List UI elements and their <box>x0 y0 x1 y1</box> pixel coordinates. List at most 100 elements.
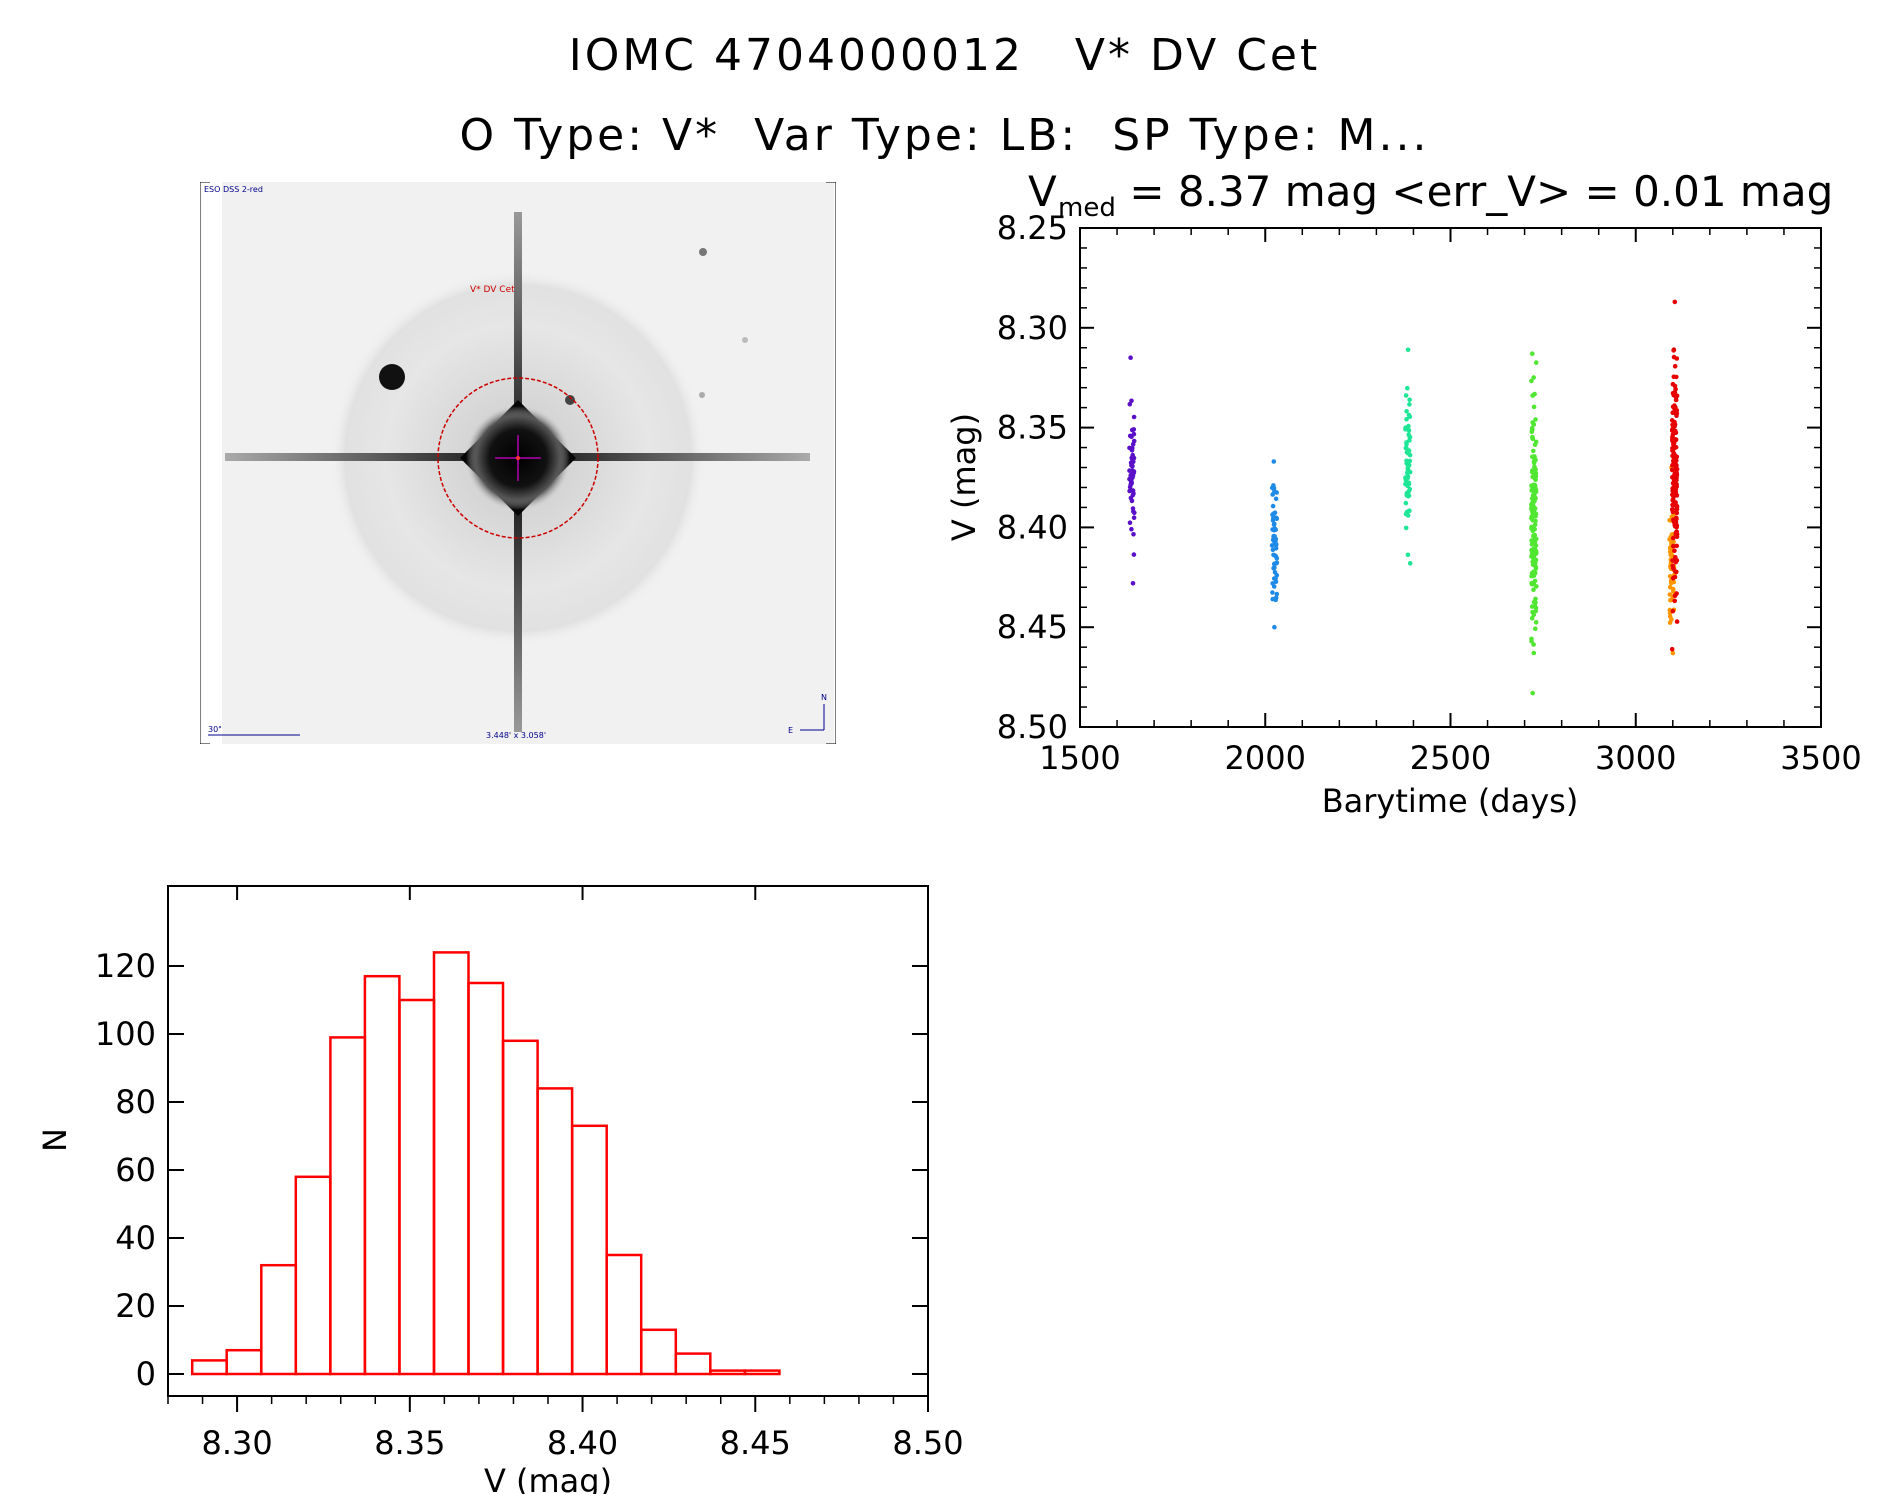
lc-x-tick-label: 2000 <box>1225 739 1306 777</box>
lc-data-point <box>1530 548 1536 553</box>
lc-data-point <box>1128 495 1134 501</box>
lc-data-point <box>1673 410 1678 416</box>
lc-data-point <box>1530 492 1536 498</box>
lc-data-point <box>1673 492 1678 497</box>
lc-data-point <box>1404 461 1409 466</box>
hist-y-tick-label: 80 <box>115 1083 156 1121</box>
hist-y-tick-label: 120 <box>95 947 156 985</box>
lc-data-point <box>1270 503 1276 509</box>
lc-data-point <box>1131 552 1137 557</box>
lc-data-point <box>1272 521 1277 527</box>
lc-data-point <box>1674 558 1680 563</box>
lc-data-point <box>1671 440 1677 446</box>
lc-data-point <box>1131 515 1137 520</box>
lc-data-point <box>1674 529 1679 535</box>
hist-bar <box>467 981 505 1376</box>
lc-data-point <box>1269 485 1275 491</box>
north-label: N <box>821 693 827 702</box>
lc-data-point <box>1273 527 1278 532</box>
lc-data-point <box>1404 445 1409 451</box>
lc-data-point <box>1674 510 1680 516</box>
lc-data-point <box>1129 526 1134 532</box>
lc-data-point <box>1407 561 1413 566</box>
lc-data-point <box>1272 510 1278 515</box>
lc-data-point <box>1673 445 1679 450</box>
lc-data-point <box>1272 624 1277 630</box>
lc-data-point <box>1673 407 1678 413</box>
lc-data-point <box>1531 556 1536 561</box>
hist-bar <box>398 998 436 1376</box>
lc-data-point <box>1667 584 1673 590</box>
lc-data-point <box>1533 439 1539 445</box>
lc-data-point <box>1131 509 1136 514</box>
lc-data-point <box>1530 518 1536 523</box>
lc-data-point <box>1671 480 1676 486</box>
lc-title-v: V <box>1028 167 1057 216</box>
lc-data-point <box>1272 565 1277 570</box>
lc-data-point <box>1127 433 1133 439</box>
lc-data-point <box>1274 560 1279 566</box>
lc-data-point <box>1672 419 1677 425</box>
lc-data-point <box>1674 619 1680 624</box>
hist-y-tick-label: 20 <box>115 1287 156 1325</box>
lc-title-sub: med <box>1058 193 1116 223</box>
lc-data-point <box>1667 620 1673 625</box>
hist-bar <box>294 1175 332 1376</box>
lc-data-point <box>1671 354 1677 360</box>
lc-data-point <box>1407 458 1413 464</box>
faint-star <box>565 395 575 405</box>
lc-data-point <box>1670 563 1675 569</box>
lc-data-point <box>1531 599 1537 605</box>
lc-data-point <box>1273 597 1278 603</box>
lc-data-point <box>1531 650 1537 656</box>
lc-data-point <box>1272 534 1277 539</box>
lc-x-tick-label: 2500 <box>1410 739 1491 777</box>
lc-y-ticks: 8.25 8.30 8.35 8.40 8.45 8.50 <box>997 209 1821 746</box>
lc-data-point <box>1271 459 1277 464</box>
lc-data-point <box>1669 532 1675 537</box>
lc-data-point <box>1673 520 1679 526</box>
lc-data-point <box>1532 391 1537 397</box>
faint-star <box>379 364 405 390</box>
hist-bars <box>190 951 781 1376</box>
lc-data-point <box>1127 476 1132 482</box>
lc-y-tick-label: 8.30 <box>997 309 1068 347</box>
lc-data-point <box>1273 496 1279 502</box>
lc-data-point <box>1533 417 1538 422</box>
hist-y-tick-label: 40 <box>115 1219 156 1257</box>
lc-data-point <box>1532 476 1538 481</box>
hist-y-label: N <box>36 1128 74 1152</box>
hist-x-tick-label: 8.35 <box>374 1424 445 1462</box>
lc-data-point <box>1531 421 1536 427</box>
lc-y-tick-label: 8.45 <box>997 608 1068 646</box>
lc-data-point <box>1672 423 1677 429</box>
lc-data-point <box>1670 650 1676 656</box>
lc-data-point <box>1130 445 1135 451</box>
lc-data-point <box>1130 468 1135 473</box>
lc-data-point <box>1672 299 1678 305</box>
scale-label: 30" <box>208 725 222 734</box>
lc-data-point <box>1669 646 1675 652</box>
lc-data-point <box>1405 347 1411 353</box>
hist-bar <box>743 1369 781 1376</box>
hist-bar <box>260 1263 298 1376</box>
lc-data-point <box>1270 492 1275 497</box>
lc-data-point <box>1406 494 1411 499</box>
lc-data-point <box>1532 562 1538 568</box>
lc-data-point <box>1667 614 1673 619</box>
hist-x-label: V (mag) <box>484 1462 612 1494</box>
lc-data-point <box>1406 480 1412 486</box>
lc-data-point <box>1531 448 1536 454</box>
hist-y-tick-label: 60 <box>115 1151 156 1189</box>
hist-bar <box>709 1369 747 1376</box>
hist-bar <box>501 1039 539 1376</box>
lc-data-point <box>1532 532 1538 538</box>
lc-data-point <box>1130 452 1135 458</box>
lc-data-point <box>1274 490 1279 495</box>
hist-y-tick-label: 0 <box>136 1355 156 1393</box>
lc-data-point <box>1407 397 1412 403</box>
lc-data-point <box>1671 374 1677 380</box>
lc-data-point <box>1670 558 1675 563</box>
lc-data-point <box>1131 491 1136 496</box>
lc-data-point <box>1533 487 1539 493</box>
